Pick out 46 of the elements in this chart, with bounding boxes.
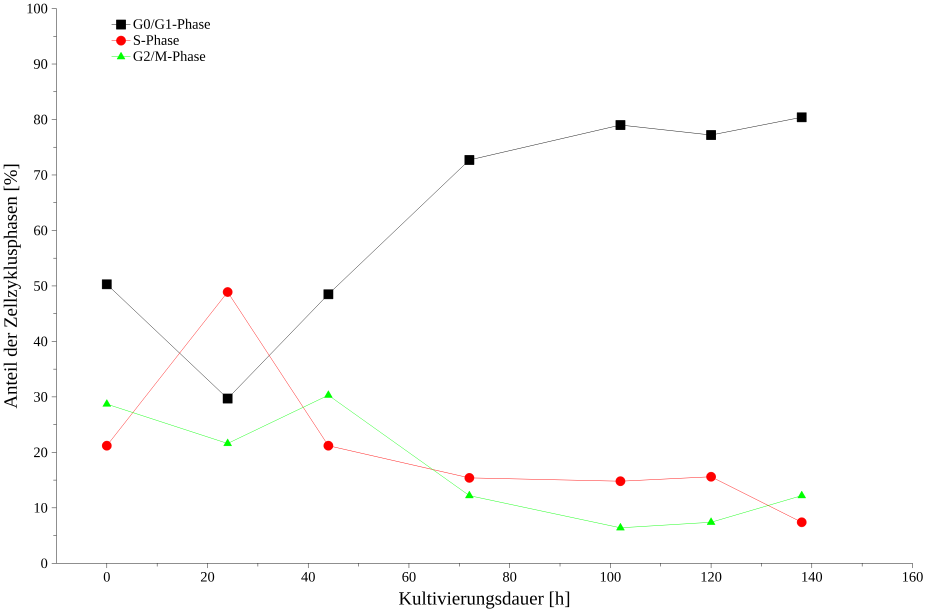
y-tick-label: 10 [34,502,48,513]
y-tick-label: 80 [34,114,48,124]
point [796,517,807,527]
x-tick-label: 100 [600,572,621,582]
legend-label: G0/G1-Phase [134,18,210,29]
point [616,522,625,530]
x-tick-label: 160 [902,572,923,582]
point [465,490,474,498]
point [706,130,716,140]
y-tick-label: 50 [34,280,48,291]
point [464,154,474,165]
x-tick-label: 80 [503,572,516,582]
point [324,440,334,450]
y-axis-title: Anteil der Zellzyklusphasen [%] [4,164,21,408]
y-tick-label: 100 [27,4,48,14]
point [616,476,626,486]
point [102,279,112,289]
y-tick-label: 90 [34,59,48,69]
point [706,472,716,482]
y-tick-label: 0 [41,558,48,568]
point [464,472,474,483]
x-tick-label: 140 [802,572,822,582]
y-tick-label: 30 [34,392,48,402]
y-tick-label: 60 [34,225,48,236]
point [324,390,333,398]
y-tick-label: 70 [34,170,48,180]
point [102,440,112,450]
y-tick-label: 40 [34,336,48,346]
x-axis-title: Kultivierungsdauer [h] [399,591,570,608]
legend-label: G2/M-Phase [134,50,206,61]
y-tick-label: 20 [34,447,48,458]
x-tick-label: 40 [301,572,315,582]
point [102,399,112,406]
point [222,287,233,297]
point [796,112,807,122]
point [797,490,806,498]
point [706,517,716,525]
x-tick-label: 60 [402,572,416,582]
legend-label: S-Phase [134,34,179,45]
point [222,394,233,404]
x-tick-label: 20 [200,572,214,582]
point [324,289,334,299]
point [616,120,626,130]
x-tick-label: 120 [702,572,722,582]
point [223,438,232,446]
x-tick-label: 0 [104,572,110,582]
